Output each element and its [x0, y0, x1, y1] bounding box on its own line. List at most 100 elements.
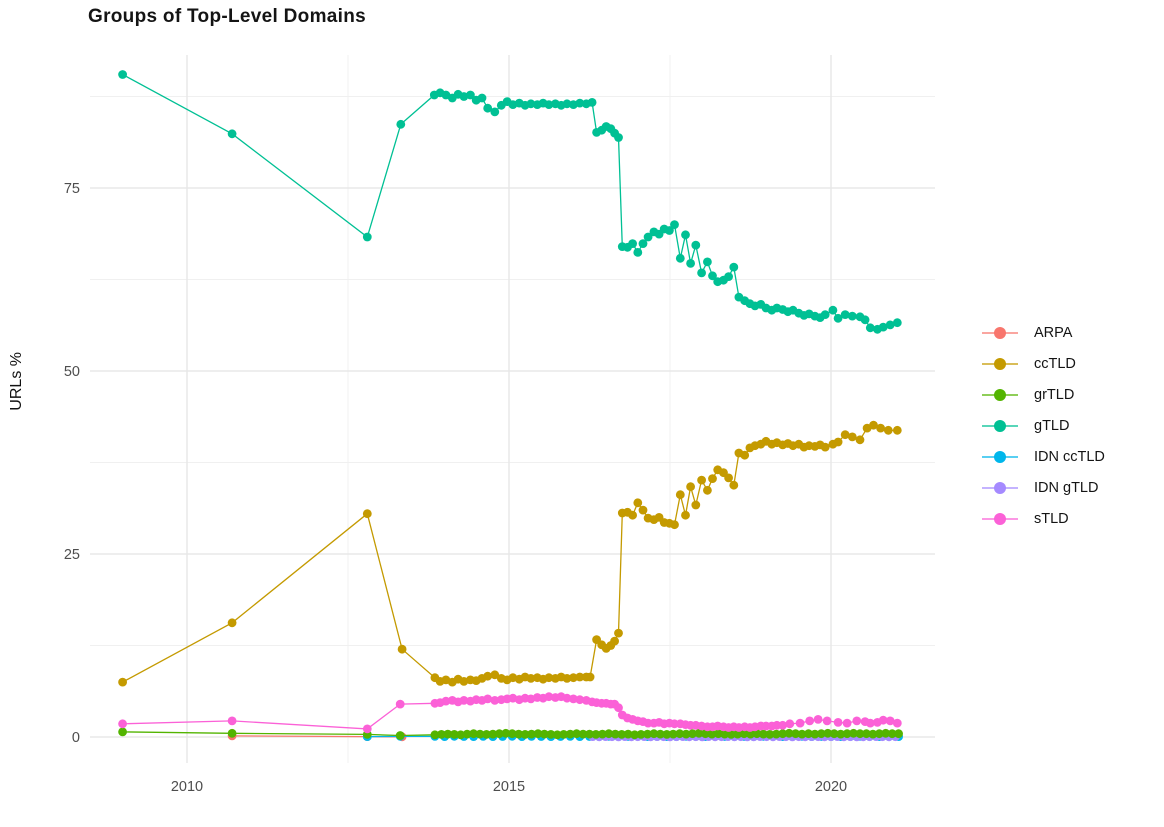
data-point [894, 729, 903, 739]
data-point [822, 716, 832, 726]
data-point [569, 673, 578, 683]
data-point [585, 729, 594, 739]
legend-key-icon [982, 512, 1018, 526]
data-point [694, 728, 704, 738]
legend-label: gTLD [1034, 417, 1070, 434]
data-point [675, 729, 685, 739]
data-point [833, 313, 843, 323]
data-point [617, 730, 627, 739]
data-point [575, 695, 585, 705]
legend-dot-icon [994, 388, 1006, 401]
data-point [514, 729, 524, 739]
data-point [686, 482, 695, 492]
data-point [227, 728, 237, 738]
data-point [691, 240, 701, 250]
data-point [876, 423, 885, 433]
data-point [443, 729, 453, 739]
data-point [892, 318, 902, 328]
data-point [520, 730, 530, 739]
data-point [643, 729, 652, 739]
data-point [771, 729, 781, 739]
data-point [720, 729, 730, 739]
data-point [490, 670, 500, 680]
legend-label: IDN ccTLD [1034, 448, 1105, 465]
data-point [869, 420, 878, 430]
data-point [840, 430, 850, 440]
data-point [559, 730, 569, 739]
data-point [675, 490, 685, 500]
data-point [572, 729, 581, 739]
legend-key-icon [982, 357, 1018, 371]
data-point [483, 103, 493, 113]
data-point [855, 729, 865, 739]
y-tick-label: 0 [72, 730, 80, 746]
data-point [703, 485, 712, 495]
axis-tick-labels: 0 25 50 75 2010 2015 2020 [64, 181, 847, 795]
legend-dot-icon [994, 450, 1006, 463]
data-point [670, 520, 679, 530]
data-point [662, 730, 672, 739]
data-point [865, 323, 875, 333]
data-point [765, 730, 775, 739]
data-point [881, 728, 891, 738]
data-point [892, 718, 902, 728]
data-point [828, 305, 838, 315]
data-point [643, 232, 653, 242]
data-point [587, 98, 597, 107]
legend-key-icon [982, 388, 1018, 402]
data-point [490, 696, 500, 705]
data-point [628, 239, 637, 249]
data-point [469, 729, 478, 739]
legend-label: grTLD [1034, 386, 1075, 403]
data-point [829, 729, 839, 739]
data-point [691, 500, 701, 510]
data-point [681, 729, 691, 739]
data-point [507, 729, 517, 739]
data-point [633, 498, 643, 508]
data-point [527, 729, 536, 739]
data-point [544, 100, 554, 109]
data-point [544, 692, 554, 702]
y-tick-label: 75 [64, 181, 80, 197]
data-point [614, 703, 623, 713]
series-stld [118, 692, 902, 734]
legend-key-icon [982, 450, 1018, 464]
y-tick-label: 50 [64, 364, 80, 380]
data-point [638, 505, 648, 515]
data-point [614, 628, 623, 638]
data-point [585, 672, 595, 682]
data-point [752, 729, 762, 739]
data-point [494, 729, 504, 739]
legend-key-icon [982, 419, 1018, 433]
chart-title: Groups of Top-Level Domains [88, 6, 366, 27]
legend-dot-icon [994, 326, 1006, 339]
data-point [628, 510, 637, 520]
data-point [729, 480, 739, 490]
data-point [227, 716, 237, 726]
data-point [562, 99, 572, 109]
data-point [813, 715, 823, 724]
data-point [630, 730, 639, 740]
data-point [526, 674, 536, 683]
data-point [575, 672, 585, 682]
series-gtld [118, 70, 902, 334]
data-point [785, 719, 795, 729]
data-point [483, 671, 493, 681]
data-point [118, 677, 127, 687]
data-point [847, 311, 857, 321]
data-point [466, 90, 475, 100]
data-point [362, 232, 372, 242]
legend-key-icon [982, 326, 1018, 340]
legend-dot-icon [994, 481, 1006, 494]
data-point [823, 728, 833, 738]
data-point [860, 315, 870, 325]
data-point [456, 730, 466, 740]
data-point [475, 729, 485, 739]
data-point [477, 93, 487, 103]
data-point [833, 437, 843, 447]
data-point [670, 220, 679, 230]
legend-dot-icon [994, 419, 1006, 432]
data-point [501, 728, 511, 738]
legend: ARPA ccTLD grTLD gTLD IDN ccTLD IDN gTLD sTLD [982, 322, 1105, 529]
